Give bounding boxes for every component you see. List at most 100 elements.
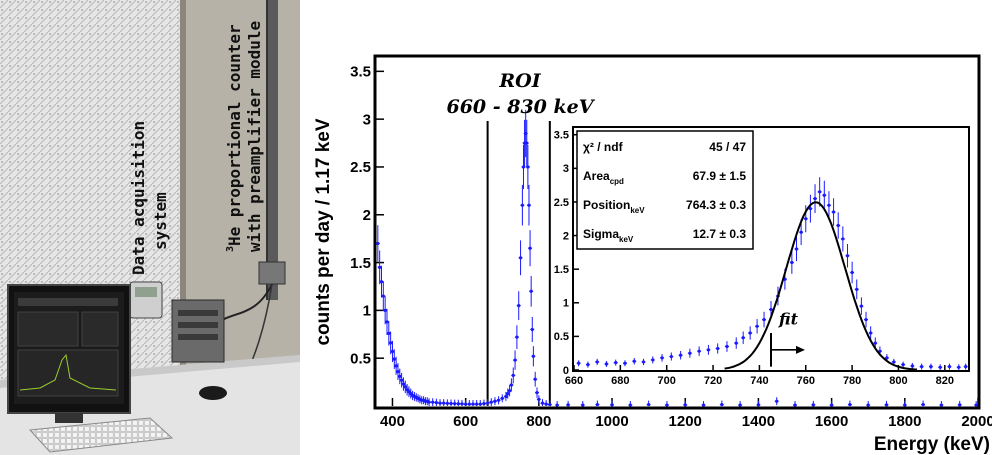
inset-y-tick-label: 0.5: [554, 331, 569, 343]
main-data-point: [683, 400, 688, 407]
stats-row-sigma: SigmakeV 12.7 ± 0.3: [583, 227, 746, 244]
stats-value-sigma: 12.7 ± 0.3: [693, 227, 747, 241]
main-data-point: [397, 368, 402, 385]
main-y-tick-label: 3.5: [350, 64, 371, 81]
main-data-point: [485, 399, 490, 406]
main-data-point: [513, 350, 518, 370]
inset-data-point: [697, 346, 702, 356]
inset-data-point: [947, 363, 952, 370]
preamplifier-module: [258, 261, 286, 285]
main-data-point: [427, 398, 432, 406]
label-he-line1-text: He proportional counter: [225, 24, 244, 246]
inset-data-point: [650, 356, 655, 364]
stats-name-sigma-sub: keV: [619, 235, 634, 244]
main-data-point: [566, 400, 571, 407]
inset-data-point: [678, 350, 683, 360]
main-data-point: [449, 399, 454, 406]
inset-data-point: [845, 243, 850, 268]
inset-y-tick-label: 2.5: [554, 197, 569, 209]
mouse: [199, 386, 227, 400]
main-data-point: [528, 230, 533, 267]
inset-data-point: [910, 362, 915, 369]
stats-value-position: 764.3 ± 0.3: [686, 198, 746, 212]
main-y-tick-label: 2.5: [350, 159, 371, 176]
main-data-point: [610, 400, 615, 407]
fit-label: fit: [778, 309, 799, 328]
main-data-point: [452, 399, 457, 406]
label-he-line2: with preamplifier module: [245, 21, 264, 252]
inset-y-tick-label: 3.5: [554, 130, 569, 142]
inset-plot-frame: [572, 126, 970, 372]
main-x-tick-label: 600: [453, 413, 478, 430]
stats-name-chi2: χ² / ndf: [583, 140, 624, 154]
inset-data-point: [854, 279, 859, 300]
main-data-point: [467, 400, 472, 406]
main-data-point: [884, 400, 889, 407]
inset-data-point: [641, 358, 646, 366]
main-data-point: [535, 387, 540, 398]
lab-photo-drawing: Data acquisition system 3He proportional…: [0, 0, 300, 455]
stats-name-sigma: SigmakeV: [583, 227, 634, 244]
inset-data-points: [576, 177, 968, 370]
main-data-point: [646, 400, 651, 407]
main-data-point: [384, 308, 389, 335]
main-data-point: [470, 400, 475, 406]
inset-data-point: [822, 180, 827, 210]
stats-row-chi2: χ² / ndf 45 / 47: [583, 140, 746, 154]
gaussian-fit-curve: [724, 201, 918, 371]
inset-data-point: [741, 331, 746, 344]
main-data-point: [525, 144, 530, 190]
inset-data-point: [928, 363, 933, 370]
energy-spectrum-figure: counts per day / 1.17 keV Energy (keV) 4…: [300, 0, 992, 455]
inset-data-point: [622, 360, 627, 367]
main-tick-labels: 400 600 800 1000 1200 1400 1600 1800 20000.511.5…: [350, 64, 992, 430]
main-data-point: [664, 401, 669, 407]
main-data-point: [866, 401, 871, 407]
main-y-tick-label: 0.5: [350, 350, 371, 367]
main-data-point: [511, 367, 516, 384]
main-y-tick-label: 1.5: [350, 255, 371, 272]
inset-data-point: [826, 191, 831, 220]
inset-x-tick-label: 680: [611, 375, 629, 387]
main-data-point: [403, 380, 408, 394]
main-x-axis-label: Energy (keV): [874, 434, 990, 455]
label-daq-line1: Data acquisition: [129, 121, 148, 275]
main-data-point: [481, 399, 486, 406]
main-data-point: [375, 225, 380, 262]
main-data-point: [445, 399, 450, 406]
inset-y-tick-label: 2: [563, 230, 569, 242]
main-data-point: [580, 401, 585, 407]
main-data-points: [375, 109, 979, 407]
inset-x-tick-label: 760: [797, 375, 815, 387]
inset-data-point: [762, 311, 767, 328]
main-data-point: [518, 240, 523, 276]
main-data-point: [719, 400, 724, 407]
main-data-point: [531, 346, 536, 367]
main-data-point: [939, 401, 944, 407]
main-x-tick-label: 400: [380, 413, 405, 430]
main-data-point: [921, 400, 926, 407]
main-data-point: [974, 401, 979, 407]
inset-data-point: [715, 343, 720, 354]
main-data-point: [793, 401, 798, 407]
main-data-point: [492, 397, 497, 406]
label-daq-line2: system: [151, 192, 170, 250]
main-x-tick-label: 2000: [961, 413, 992, 430]
main-data-point: [526, 184, 531, 226]
main-data-point: [540, 399, 545, 406]
stats-name-area: Areacpd: [583, 169, 624, 186]
inset-y-tick-label: 1: [563, 298, 569, 310]
main-x-tick-label: 1200: [669, 413, 702, 430]
inset-data-point: [789, 251, 794, 274]
main-data-point: [533, 371, 538, 387]
main-data-point: [399, 372, 404, 388]
main-data-point: [774, 397, 779, 406]
main-data-point: [595, 400, 600, 407]
main-data-point: [463, 400, 468, 406]
keyboard: [28, 417, 174, 453]
main-y-axis-label: counts per day / 1.17 keV: [313, 118, 334, 345]
stats-value-chi2: 45 / 47: [709, 140, 746, 154]
stats-name-position-sub: keV: [630, 206, 645, 215]
main-data-point: [379, 265, 384, 298]
main-data-point: [456, 399, 461, 406]
